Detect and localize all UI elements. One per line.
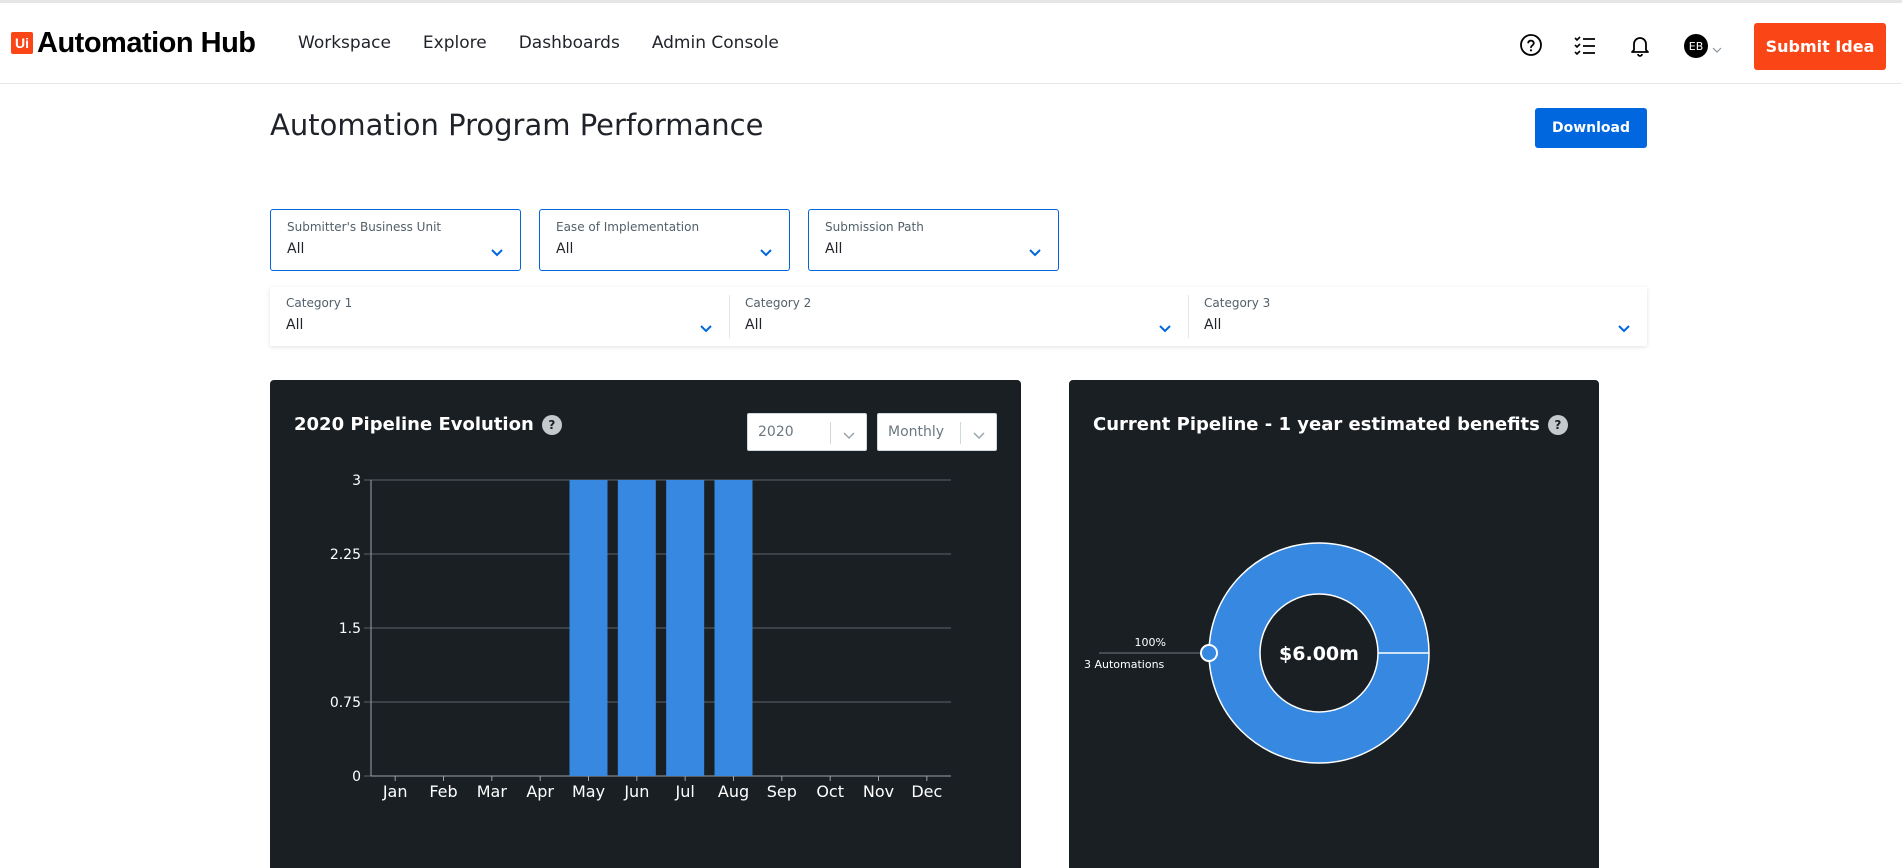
task-list-icon[interactable]: [1572, 32, 1598, 58]
card-title: 2020 Pipeline Evolution ?: [294, 414, 562, 435]
help-icon[interactable]: ?: [541, 414, 562, 435]
chevron-down-icon: [842, 426, 856, 445]
y-tick-label: 0.75: [330, 695, 361, 711]
pipeline-evolution-card: 2020 Pipeline Evolution ? 2020 Monthly 0…: [270, 380, 1021, 868]
donut-center-value: $6.00m: [1279, 643, 1359, 665]
help-icon[interactable]: [1518, 32, 1544, 58]
y-tick-label: 1.5: [339, 621, 361, 637]
x-tick-label: Nov: [863, 782, 894, 801]
benefits-title: Current Pipeline - 1 year estimated bene…: [1093, 414, 1540, 435]
x-tick-label: Apr: [526, 782, 554, 801]
submit-idea-button[interactable]: Submit Idea: [1754, 23, 1886, 70]
filter-value: All: [287, 241, 305, 257]
x-tick-label: Feb: [429, 782, 457, 801]
filter-business-unit[interactable]: Submitter's Business Unit All: [270, 209, 521, 271]
chevron-down-icon: [1617, 319, 1631, 338]
year-select[interactable]: 2020: [747, 413, 867, 451]
nav-admin-console[interactable]: Admin Console: [651, 33, 779, 53]
chevron-down-icon: [1158, 319, 1172, 338]
y-tick-label: 2.25: [330, 547, 361, 563]
period-select-value: Monthly: [888, 424, 945, 440]
pipeline-title: 2020 Pipeline Evolution: [294, 414, 534, 435]
estimated-benefits-card: Current Pipeline - 1 year estimated bene…: [1069, 380, 1599, 868]
chevron-down-icon[interactable]: [1712, 39, 1722, 58]
filter-category-1[interactable]: Category 1 All: [270, 287, 729, 346]
filter-value: All: [825, 241, 843, 257]
divider: [729, 295, 730, 338]
filter-label: Submission Path: [825, 220, 924, 234]
x-tick-label: May: [572, 782, 605, 801]
bell-icon[interactable]: [1627, 32, 1653, 58]
top-border: [0, 0, 1902, 3]
category-filter-bar: Category 1 All Category 2 All Category 3…: [270, 287, 1647, 346]
chevron-down-icon: [490, 243, 504, 262]
period-select[interactable]: Monthly: [877, 413, 997, 451]
top-header: Ui Automation Hub Workspace Explore Dash…: [0, 3, 1902, 84]
app-logo[interactable]: Ui Automation Hub: [11, 27, 256, 59]
pipeline-bar-chart: 0 0.75 1.5 2.25 3 Jan Feb Mar Apr May Jun Jul Aug Sep…: [330, 473, 951, 801]
callout-percent: 100%: [1135, 636, 1166, 649]
divider: [1188, 295, 1189, 338]
bar-jul[interactable]: [666, 480, 705, 776]
filter-label: Category 1: [286, 296, 353, 310]
nav-explore[interactable]: Explore: [422, 33, 487, 53]
x-tick-label: Sep: [767, 782, 797, 801]
help-icon[interactable]: ?: [1547, 414, 1568, 435]
filter-value: All: [745, 317, 763, 333]
year-select-value: 2020: [758, 424, 794, 440]
y-tick-label: 3: [352, 473, 361, 489]
callout-marker: [1200, 644, 1218, 662]
nav-workspace[interactable]: Workspace: [298, 33, 391, 53]
divider: [960, 422, 961, 444]
benefits-donut-chart: 100% 3 Automations $6.00m: [1084, 542, 1430, 764]
filter-label: Submitter's Business Unit: [287, 220, 442, 234]
bar-jun[interactable]: [617, 480, 656, 776]
x-tick-label: Dec: [911, 782, 942, 801]
divider: [830, 422, 831, 444]
logo-text: Automation Hub: [37, 27, 256, 59]
bar-aug[interactable]: [714, 480, 753, 776]
filter-value: All: [286, 317, 304, 333]
x-tick-label: Jun: [623, 782, 649, 801]
x-tick-label: Jan: [382, 782, 408, 801]
filter-label: Ease of Implementation: [556, 220, 700, 234]
bar-may[interactable]: [569, 480, 608, 776]
callout-count: 3 Automations: [1084, 658, 1165, 671]
user-avatar[interactable]: EB: [1684, 34, 1708, 58]
logo-mark: Ui: [11, 32, 33, 54]
card-title: Current Pipeline - 1 year estimated bene…: [1093, 414, 1568, 435]
download-button[interactable]: Download: [1535, 108, 1647, 148]
x-tick-label: Oct: [816, 782, 844, 801]
filter-label: Category 3: [1204, 296, 1271, 310]
chevron-down-icon: [699, 319, 713, 338]
filter-ease-of-implementation[interactable]: Ease of Implementation All: [539, 209, 790, 271]
filter-value: All: [556, 241, 574, 257]
filter-submission-path[interactable]: Submission Path All: [808, 209, 1059, 271]
page-title: Automation Program Performance: [270, 108, 764, 142]
main-nav: Workspace Explore Dashboards Admin Conso…: [298, 33, 811, 53]
filter-label: Category 2: [745, 296, 812, 310]
filter-value: All: [1204, 317, 1222, 333]
chevron-down-icon: [1028, 243, 1042, 262]
nav-dashboards[interactable]: Dashboards: [518, 33, 620, 53]
chevron-down-icon: [972, 426, 986, 445]
x-tick-label: Aug: [718, 782, 749, 801]
y-tick-label: 0: [352, 769, 361, 785]
chevron-down-icon: [759, 243, 773, 262]
filter-category-3[interactable]: Category 3 All: [1188, 287, 1647, 346]
x-tick-label: Mar: [477, 782, 508, 801]
filter-category-2[interactable]: Category 2 All: [729, 287, 1188, 346]
x-tick-label: Jul: [675, 782, 695, 801]
